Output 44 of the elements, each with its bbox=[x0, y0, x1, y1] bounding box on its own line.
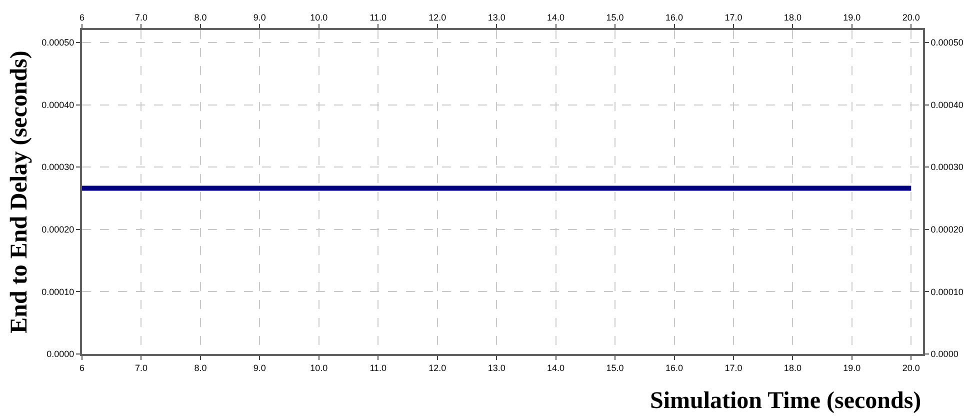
y2-tick-label: 0.00020 bbox=[930, 224, 964, 235]
y2-tick-label: 0.00030 bbox=[930, 162, 964, 172]
x-tick-label: 12.0 bbox=[428, 12, 446, 22]
x-tick-label: 11.0 bbox=[370, 12, 387, 22]
x2-tick-label: 15.0 bbox=[606, 362, 624, 373]
x-tick-label: 8.0 bbox=[194, 12, 207, 22]
y2-tick-label: 0.00010 bbox=[930, 286, 964, 297]
y-tick-label: 0.00040 bbox=[42, 100, 74, 110]
x2-tick-label: 7.0 bbox=[134, 362, 148, 373]
x2-tick-label: 11.0 bbox=[370, 362, 387, 373]
y-axis-title: End to End Delay (seconds) bbox=[6, 50, 32, 334]
x-tick-label: 9.0 bbox=[253, 12, 266, 22]
y-tick-label: 0.00030 bbox=[42, 162, 74, 172]
x-tick-label: 19.0 bbox=[843, 12, 861, 22]
x-tick-label: 7.0 bbox=[134, 12, 148, 22]
x2-tick-label: 12.0 bbox=[428, 362, 446, 373]
y-tick-label: 0.00010 bbox=[42, 286, 74, 297]
y-tick-label: 0.00050 bbox=[42, 38, 74, 48]
y-tick-label: 0.0000 bbox=[46, 349, 74, 360]
x2-tick-label: 8.0 bbox=[194, 362, 207, 373]
y2-tick-label: 0.00050 bbox=[930, 38, 964, 48]
x-tick-label: 6 bbox=[79, 12, 85, 22]
x-tick-label: 17.0 bbox=[724, 12, 742, 22]
x2-tick-label: 20.0 bbox=[902, 362, 920, 373]
y2-tick-label: 0.0000 bbox=[930, 349, 958, 360]
x-axis-title: Simulation Time (seconds) bbox=[650, 388, 922, 414]
x-tick-label: 13.0 bbox=[488, 12, 506, 22]
x2-tick-label: 6 bbox=[79, 362, 85, 373]
x2-tick-label: 16.0 bbox=[665, 362, 684, 373]
x2-tick-label: 13.0 bbox=[488, 362, 506, 373]
x-tick-label: 15.0 bbox=[606, 12, 624, 22]
y2-tick-label: 0.00040 bbox=[930, 100, 964, 110]
x-tick-label: 14.0 bbox=[547, 12, 565, 22]
x2-tick-label: 18.0 bbox=[784, 362, 802, 373]
x-tick-label: 10.0 bbox=[310, 12, 328, 22]
x-tick-label: 18.0 bbox=[784, 12, 802, 22]
x2-tick-label: 14.0 bbox=[547, 362, 565, 373]
x2-tick-label: 9.0 bbox=[253, 362, 266, 373]
x2-tick-label: 10.0 bbox=[310, 362, 328, 373]
x2-tick-label: 17.0 bbox=[724, 362, 742, 373]
y-tick-label: 0.00020 bbox=[42, 224, 74, 235]
x-tick-label: 20.0 bbox=[902, 12, 920, 22]
x-tick-label: 16.0 bbox=[665, 12, 684, 22]
x2-tick-label: 19.0 bbox=[843, 362, 861, 373]
